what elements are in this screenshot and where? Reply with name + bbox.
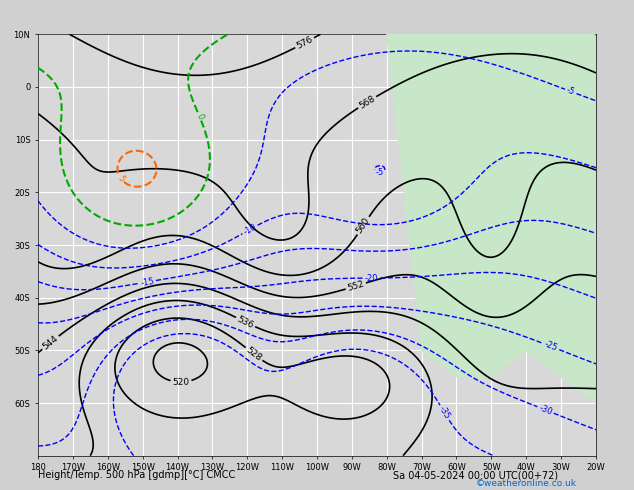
Polygon shape xyxy=(387,34,596,403)
Text: -5: -5 xyxy=(376,169,384,177)
Text: -5: -5 xyxy=(566,86,576,97)
Text: -30: -30 xyxy=(538,403,553,416)
Text: -10: -10 xyxy=(242,222,258,237)
Text: -35: -35 xyxy=(437,405,452,421)
Text: 528: 528 xyxy=(244,345,264,363)
Text: 5: 5 xyxy=(115,174,126,183)
Text: 560: 560 xyxy=(355,216,372,235)
Text: 520: 520 xyxy=(172,377,190,387)
Text: 0: 0 xyxy=(194,112,205,121)
Text: 544: 544 xyxy=(41,334,60,351)
Text: -25: -25 xyxy=(543,340,559,353)
Text: -20: -20 xyxy=(365,273,378,283)
Text: Sa 04-05-2024 00:00 UTC(00+72): Sa 04-05-2024 00:00 UTC(00+72) xyxy=(393,470,558,480)
Text: 576: 576 xyxy=(295,35,314,51)
Text: Height/Temp. 500 hPa [gdmp][°C] CMCC: Height/Temp. 500 hPa [gdmp][°C] CMCC xyxy=(38,470,235,480)
Text: -15: -15 xyxy=(140,276,155,288)
Text: 568: 568 xyxy=(358,94,377,111)
Text: ©weatheronline.co.uk: ©weatheronline.co.uk xyxy=(476,479,576,488)
Text: 536: 536 xyxy=(236,314,256,330)
Text: 552: 552 xyxy=(346,279,365,293)
